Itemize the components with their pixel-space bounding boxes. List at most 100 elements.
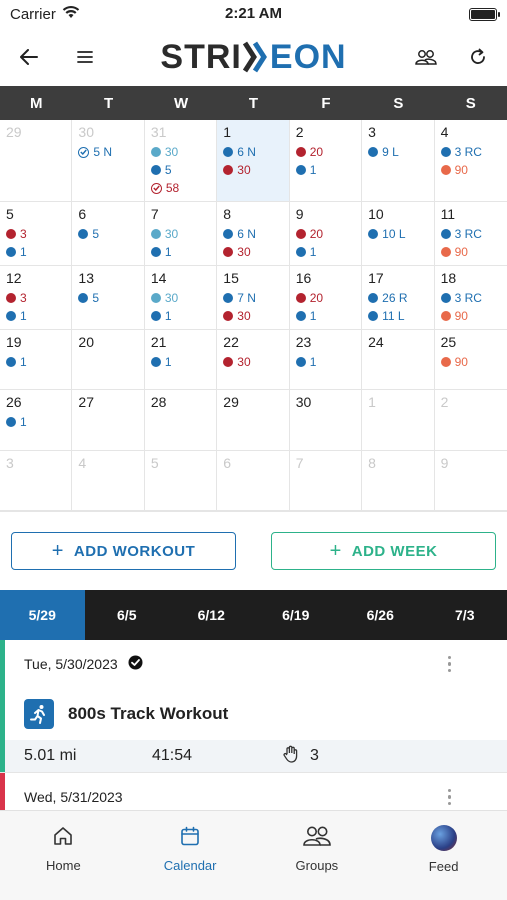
calendar-day-cell[interactable]: 11 3 RC 90	[434, 202, 507, 266]
calendar-day-cell[interactable]: 9 20 1	[289, 202, 363, 266]
tab-groups-label: Groups	[295, 858, 339, 873]
avatar	[430, 825, 457, 851]
calendar-day-cell[interactable]: 28	[144, 390, 218, 451]
menu-icon[interactable]	[72, 44, 98, 70]
day-number: 6	[223, 454, 232, 471]
week-tab[interactable]: 6/26	[366, 607, 394, 623]
week-tab[interactable]: 6/5	[117, 607, 137, 623]
week-tab[interactable]: 6/12	[197, 607, 225, 623]
workout-entry: 20	[295, 143, 355, 161]
calendar-day-cell[interactable]: 24	[362, 330, 435, 391]
day-number: 30	[295, 394, 312, 411]
calendar-day-cell[interactable]: 6	[217, 450, 290, 511]
calendar-day-cell[interactable]: 5	[144, 450, 218, 511]
calendar-day-cell[interactable]: 1 6 N 30	[217, 120, 290, 202]
calendar-day-cell[interactable]: 31 30 5 58	[144, 120, 218, 202]
workout-dot-icon	[223, 147, 234, 157]
workout-entry: 1	[6, 353, 65, 371]
week-tab[interactable]: 5/29	[0, 590, 85, 640]
back-arrow-icon[interactable]	[16, 44, 42, 70]
week-tab[interactable]: 7/3	[455, 607, 475, 623]
workout-entry: 3 RC	[440, 143, 501, 161]
calendar-day-cell[interactable]: 17 26 R 11 L	[362, 266, 435, 330]
workout-entry-label: 6 N	[237, 145, 256, 159]
day-number: 10	[368, 206, 384, 222]
calendar-day-cell[interactable]: 21 1	[144, 330, 218, 391]
workout-dot-icon	[295, 165, 306, 175]
week-tabs: 5/29 6/5 6/12 6/19 6/26 7/3	[0, 590, 507, 640]
calendar-day-cell[interactable]: 1	[362, 390, 435, 451]
calendar-day-cell[interactable]: 30	[289, 390, 363, 451]
tab-groups[interactable]: Groups	[254, 825, 381, 900]
add-workout-button[interactable]: + ADD WORKOUT	[11, 532, 236, 570]
workout-entry: 30	[223, 353, 282, 371]
workout-title: 800s Track Workout	[68, 704, 229, 723]
workout-dot-icon	[6, 247, 16, 257]
workout-entry-label: 90	[454, 355, 468, 369]
workout-dot-icon	[6, 311, 16, 321]
workout-entry-label: 11 L	[382, 309, 405, 323]
workout-dot-icon	[223, 311, 234, 321]
calendar-day-cell[interactable]: 2 20 1	[289, 120, 363, 202]
tab-home[interactable]: Home	[0, 825, 127, 900]
calendar-day-cell[interactable]: 25 90	[434, 330, 507, 391]
calendar-day-cell[interactable]: 7	[289, 450, 363, 511]
calendar-day-cell[interactable]: 29	[217, 390, 290, 451]
calendar-day-cell[interactable]: 18 3 RC 90	[434, 266, 507, 330]
calendar-day-cell[interactable]: 30 5 N	[72, 120, 145, 202]
calendar-day-cell[interactable]: 20	[72, 330, 145, 391]
workout-dot-icon	[6, 293, 16, 303]
calendar-day-cell[interactable]: 19 1	[0, 330, 73, 391]
calendar-day-cell[interactable]: 3 9 L	[362, 120, 435, 202]
calendar-day-cell[interactable]: 14 30 1	[144, 266, 218, 330]
week-tab[interactable]: 6/19	[282, 607, 310, 623]
workout-dot-icon	[368, 293, 379, 303]
calendar-day-cell[interactable]: 4 3 RC 90	[434, 120, 507, 202]
plus-icon: +	[51, 539, 64, 562]
add-week-button[interactable]: + ADD WEEK	[271, 532, 496, 570]
workout-entry-label: 26 R	[382, 291, 408, 305]
day-number: 29	[6, 124, 22, 140]
calendar-day-cell[interactable]: 27	[72, 390, 145, 451]
calendar-day-cell[interactable]: 7 30 1	[144, 202, 218, 266]
calendar-day-cell[interactable]: 13 5	[72, 266, 145, 330]
groups-header-icon[interactable]	[413, 44, 439, 70]
workout-entry-label: 1	[309, 163, 317, 177]
more-options-icon[interactable]	[444, 652, 456, 677]
bottom-tab-bar: Home Calendar Groups Feed	[0, 810, 507, 900]
calendar-day-cell[interactable]: 4	[72, 450, 145, 511]
workout-dot-icon	[440, 165, 451, 175]
calendar-day-cell[interactable]: 9	[434, 451, 507, 511]
refresh-icon[interactable]	[465, 44, 491, 70]
calendar-day-cell[interactable]: 16 20 1	[289, 266, 363, 330]
calendar-day-cell[interactable]: 3	[0, 450, 73, 511]
day-number: 26	[6, 394, 22, 411]
workout-entry: 1	[295, 161, 355, 179]
calendar-day-cell[interactable]: 26 1	[0, 390, 73, 451]
action-buttons: + ADD WORKOUT + ADD WEEK	[0, 512, 507, 590]
workout-entry-label: 1	[309, 245, 317, 259]
calendar-day-cell[interactable]: 2	[434, 390, 507, 451]
calendar-day-cell[interactable]: 29	[0, 120, 73, 202]
calendar-day-cell[interactable]: 8	[362, 450, 435, 511]
workout-card[interactable]: Tue, 5/30/2023 800s Track Workout 5.01 m…	[0, 640, 507, 773]
workout-entry: 90	[440, 161, 501, 179]
calendar-day-cell[interactable]: 12 3 1	[0, 266, 73, 330]
calendar-day-cell[interactable]: 23 1	[289, 330, 363, 391]
workout-dot-icon	[150, 147, 161, 157]
calendar-day-cell[interactable]: 15 7 N 30	[217, 266, 290, 330]
day-number: 28	[150, 394, 167, 411]
calendar-day-cell[interactable]: 22 30	[217, 330, 290, 391]
more-options-icon[interactable]	[444, 785, 456, 810]
workout-dot-icon	[223, 247, 234, 257]
calendar-day-cell[interactable]: 10 10 L	[362, 202, 435, 266]
high-five-icon[interactable]	[282, 745, 300, 768]
workout-entry-label: 9 L	[382, 145, 399, 159]
tab-calendar[interactable]: Calendar	[127, 825, 254, 900]
tab-feed[interactable]: Feed	[380, 825, 507, 900]
day-number: 13	[78, 270, 94, 286]
calendar-day-cell[interactable]: 8 6 N 30	[217, 202, 290, 266]
